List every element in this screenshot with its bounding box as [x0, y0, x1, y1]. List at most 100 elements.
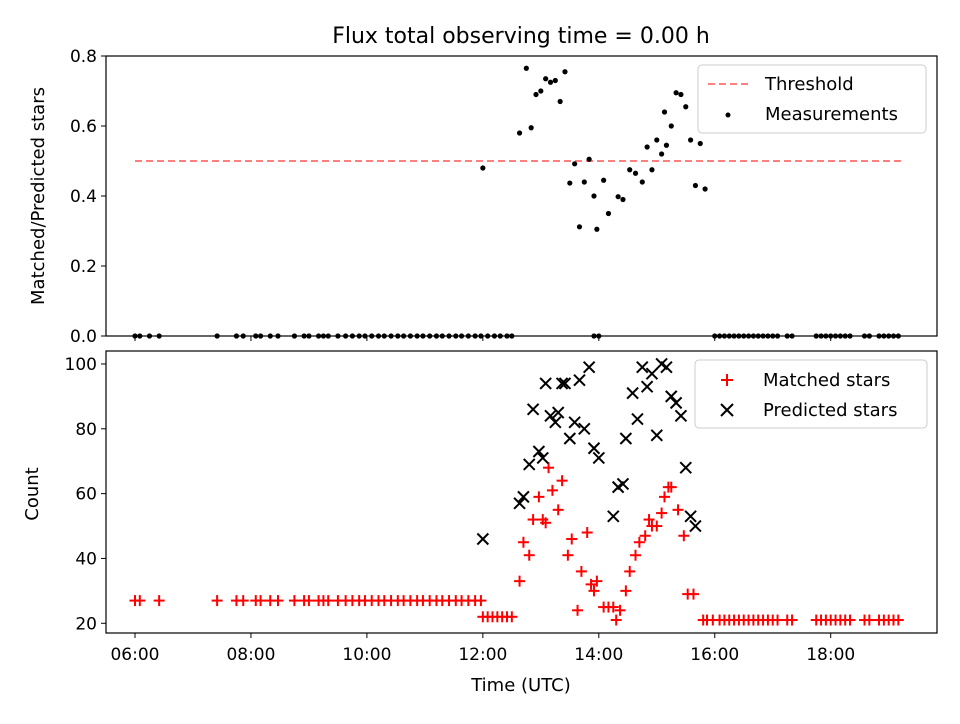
legend-threshold-label: Threshold [764, 74, 854, 95]
bottom-y-axis-label: Count [22, 467, 43, 520]
measurement-point [547, 79, 554, 85]
predicted-star-point [523, 458, 536, 471]
matched-star-point [288, 595, 300, 607]
predicted-star-stroke-b [655, 357, 668, 371]
matched-star-point [639, 530, 651, 542]
predicted-star-stroke-b [669, 396, 683, 410]
predicted-star-stroke-b [665, 390, 678, 403]
measurement-point [538, 88, 544, 94]
matched-star-point [863, 614, 875, 626]
measurement-point [533, 91, 539, 98]
measurement-point [523, 65, 529, 71]
matched-star-point [585, 578, 597, 590]
predicted-star-stroke-b [626, 386, 639, 400]
predicted-star-stroke-b [660, 360, 673, 374]
top-y-tick-label: 0.4 [70, 187, 97, 207]
measurement-point [601, 177, 607, 183]
measurement-point [615, 194, 621, 200]
predicted-star-point [539, 377, 552, 390]
predicted-star-point [626, 386, 639, 400]
matched-star-point [630, 549, 642, 561]
measurement-point [673, 90, 679, 96]
matched-star-point [272, 595, 284, 607]
predicted-star-stroke-b [578, 422, 591, 436]
top-y-axis-label: Matched/Predicted stars [28, 87, 49, 305]
top-panel: 0.00.20.40.60.8 Matched/Predicted stars … [28, 47, 938, 347]
measurement-point [594, 226, 600, 232]
bottom-x-ticks: 06:00 08:00 10:00 12:00 14:00 16:00 18:00 [110, 633, 855, 665]
matched-star-point [786, 614, 798, 626]
predicted-star-point [607, 510, 620, 523]
matched-star-point [656, 507, 668, 519]
predicted-star-stroke-b [689, 519, 702, 533]
predicted-star-stroke-b [679, 461, 692, 474]
matched-star-point [523, 549, 535, 561]
predicted-star-point [558, 377, 572, 390]
legend-predicted-swatch [720, 403, 734, 417]
predicted-star-point [619, 432, 633, 445]
top-y-ticks: 0.0 0.2 0.4 0.6 0.8 [70, 47, 106, 347]
matched-star-point [475, 595, 487, 607]
predicted-star-stroke-b [568, 416, 581, 429]
matched-star-point [892, 614, 904, 626]
matched-star-point [643, 514, 655, 526]
predicted-star-stroke-b [587, 442, 601, 455]
measurement-point [528, 125, 534, 131]
matched-star-point [610, 614, 622, 626]
bottom-y-ticks: 20 40 60 80 100 [65, 355, 106, 634]
matched-star-point [514, 575, 526, 587]
legend-matched-swatch [721, 374, 733, 386]
bottom-y-tick-label: 20 [75, 614, 97, 634]
bottom-y-tick-label: 40 [75, 549, 97, 569]
bottom-plot-area [129, 357, 904, 626]
bottom-x-tick-label: 10:00 [342, 645, 391, 665]
bottom-legend-box [694, 359, 928, 429]
predicted-star-point [674, 409, 688, 423]
matched-star-point [533, 491, 545, 503]
predicted-star-stroke-b [526, 403, 540, 416]
measurement-point [581, 179, 587, 185]
matched-star-point [620, 585, 632, 597]
predicted-star-point [592, 451, 606, 465]
predicted-star-point [582, 360, 596, 374]
measurement-point [480, 165, 486, 171]
predicted-star-point [679, 461, 692, 474]
matched-star-point [678, 530, 690, 542]
matched-star-point [687, 588, 699, 600]
predicted-star-point [631, 412, 644, 426]
predicted-star-stroke-b [523, 458, 536, 471]
predicted-star-stroke-b [616, 477, 630, 491]
measurement-point [683, 104, 689, 110]
predicted-star-point [636, 360, 649, 374]
measurement-point [659, 151, 665, 157]
matched-star-point [591, 575, 603, 587]
matched-star-point [651, 520, 663, 532]
predicted-star-point [640, 380, 654, 393]
bottom-y-tick-label: 80 [75, 420, 97, 440]
measurement-point [702, 186, 708, 192]
matched-star-point [633, 536, 645, 548]
measurement-point [605, 210, 612, 217]
bottom-legend: Matched stars Predicted stars [694, 359, 928, 429]
predicted-star-stroke-b [684, 510, 697, 523]
matched-star-point [572, 604, 584, 616]
predicted-star-point [645, 367, 659, 380]
predicted-star-point [689, 519, 702, 533]
predicted-star-stroke-b [513, 497, 526, 510]
matched-star-point [134, 595, 146, 607]
measurement-point [620, 196, 626, 203]
legend-matched-label: Matched stars [763, 370, 890, 391]
predicted-star-stroke-b [636, 360, 649, 374]
matched-star-point [543, 462, 555, 474]
predicted-star-stroke-b [539, 377, 552, 390]
predicted-star-point [549, 416, 562, 429]
predicted-star-stroke-b [607, 510, 620, 523]
matched-star-point [624, 565, 636, 577]
matched-star-point [614, 604, 626, 616]
matched-star-point [562, 549, 574, 561]
matched-star-point [211, 595, 223, 607]
measurement-point [572, 161, 578, 167]
bottom-x-tick-label: 18:00 [806, 645, 855, 665]
matched-star-point [552, 504, 564, 516]
predicted-star-stroke-b [555, 377, 569, 390]
